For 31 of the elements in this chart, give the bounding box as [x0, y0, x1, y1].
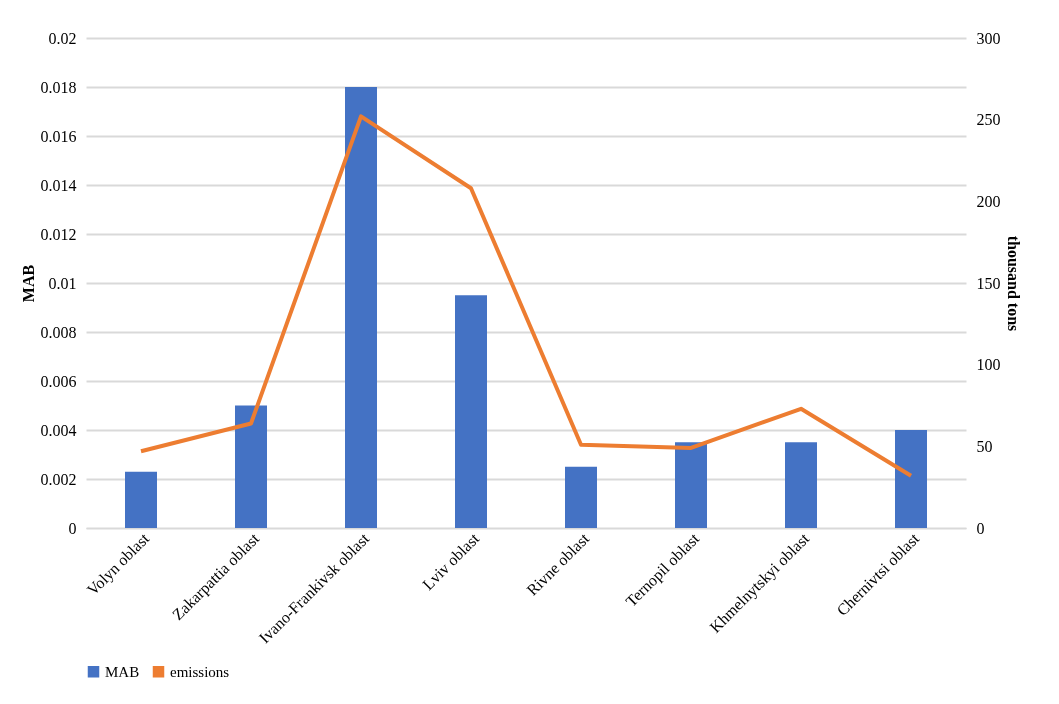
bar: [125, 471, 157, 528]
y-tick-label: 0.008: [40, 323, 77, 341]
bar: [455, 295, 487, 528]
y-tick-label: 0.014: [40, 176, 77, 194]
y-axis-title: MAB: [19, 264, 37, 303]
bar: [675, 442, 707, 528]
line-series: [139, 114, 913, 478]
y-tick-label: 0.004: [40, 421, 77, 439]
bar: [785, 442, 817, 528]
y-tick-label: 0: [68, 519, 77, 537]
legend-label: emissions: [170, 663, 230, 680]
y2-tick-label: 200: [976, 192, 1001, 210]
y-tick-label: 0.012: [40, 225, 77, 243]
y2-tick-label: 100: [976, 356, 1001, 374]
y2-tick-label: 300: [976, 29, 1001, 47]
y-tick-label: 0.002: [40, 470, 77, 488]
y-tick-label: 0.018: [40, 78, 77, 96]
bar: [895, 430, 927, 528]
y-tick-label: 0.02: [48, 29, 77, 47]
y2-axis-title: thousand tons: [1004, 235, 1022, 332]
y2-tick-label: 0: [976, 519, 985, 537]
bar: [235, 405, 267, 528]
y-tick-label: 0.016: [40, 127, 77, 145]
y-tick-label: 0.006: [40, 372, 77, 390]
y-tick-label: 0.01: [48, 274, 77, 292]
y2-tick-label: 50: [976, 437, 993, 455]
legend-label: MAB: [105, 663, 140, 680]
bar: [345, 87, 377, 528]
y2-tick-label: 150: [976, 274, 1001, 292]
y2-tick-label: 250: [976, 111, 1001, 129]
bar: [565, 466, 597, 528]
